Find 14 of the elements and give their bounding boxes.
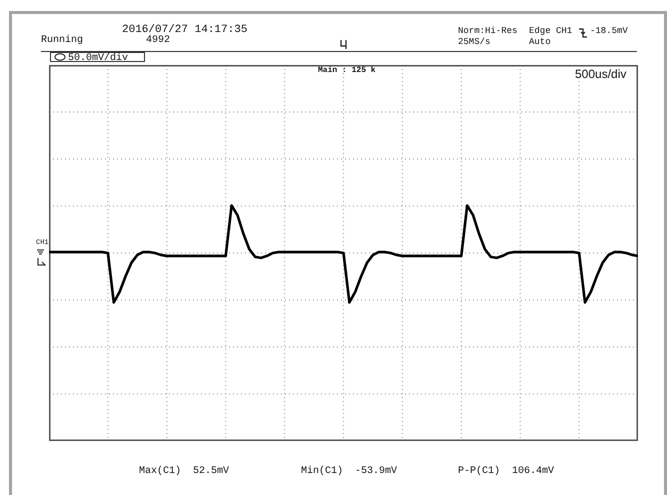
text: 25MS/s (458, 37, 490, 48)
text: P-P(C1) 106.4mV (458, 466, 554, 477)
text: Auto (529, 37, 551, 48)
text: 500us/div (575, 67, 626, 82)
text: 4992 (146, 35, 170, 46)
text: Min(C1) -53.9mV (301, 466, 398, 477)
text: 50.0mV/div (68, 53, 128, 64)
text: Running (41, 35, 84, 46)
text: -18.5mV (590, 26, 628, 37)
text: Main : 125 k (318, 66, 376, 76)
text: Max(C1) 52.5mV (139, 466, 230, 477)
text: Edge CH1 (529, 26, 572, 37)
text: Norm:Hi-Res (458, 26, 518, 37)
text: 2016/07/27 14:17:35 (122, 24, 248, 36)
